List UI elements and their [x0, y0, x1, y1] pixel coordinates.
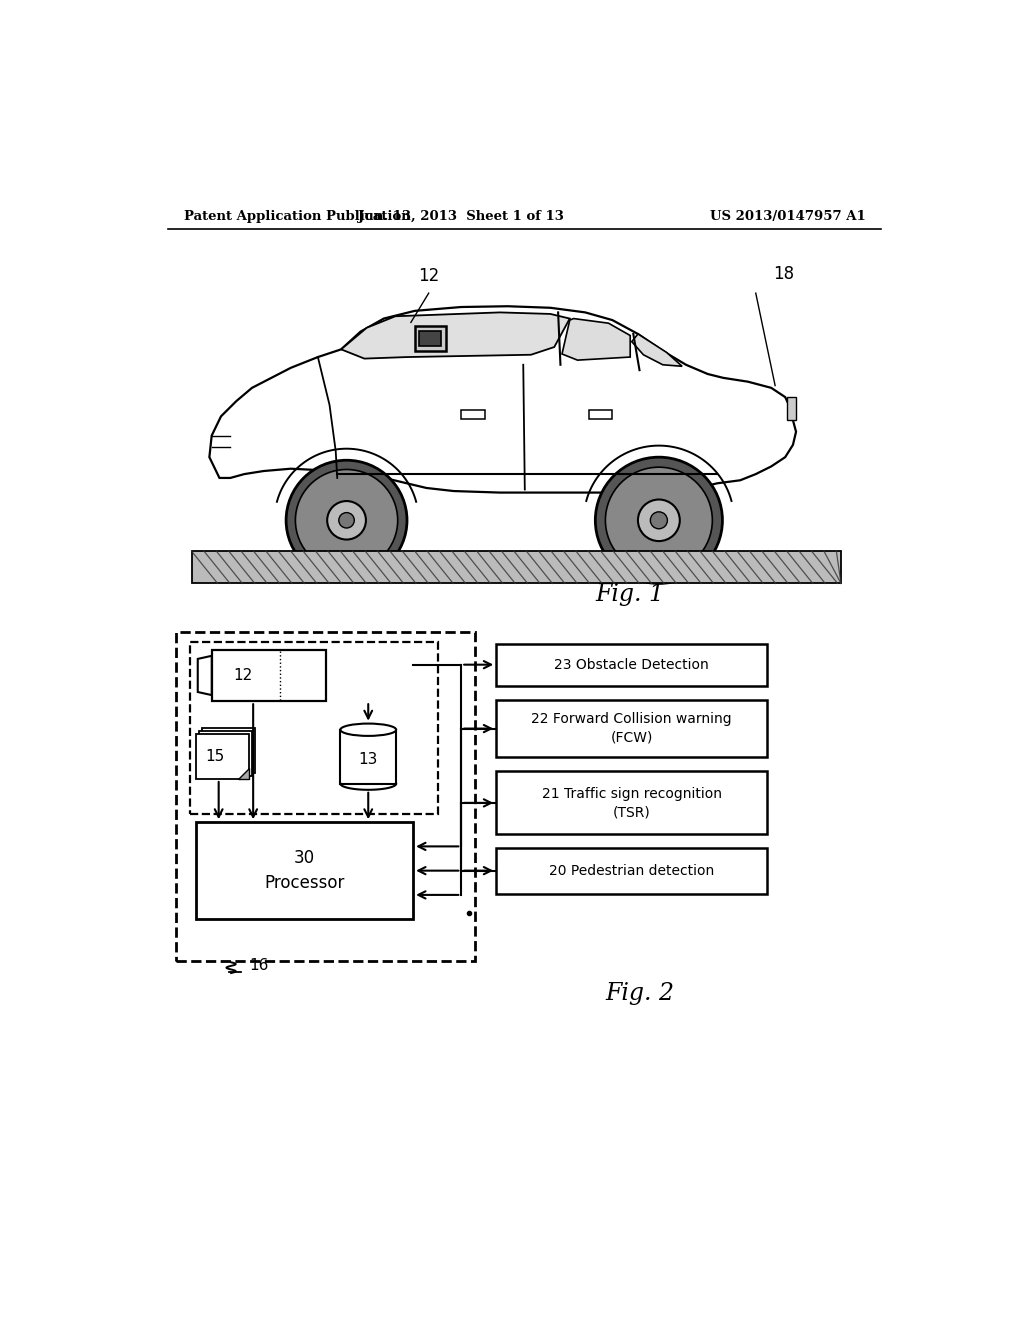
Text: 30
Processor: 30 Processor	[264, 849, 345, 892]
Text: US 2013/0147957 A1: US 2013/0147957 A1	[710, 210, 866, 223]
Bar	[496, 847, 767, 894]
Text: 15: 15	[206, 750, 224, 764]
Circle shape	[295, 470, 397, 572]
Text: 22 Forward Collision warning
(FCW): 22 Forward Collision warning (FCW)	[531, 713, 732, 744]
Bar	[203, 729, 255, 774]
Polygon shape	[341, 313, 569, 359]
Circle shape	[650, 512, 668, 529]
Bar	[420, 331, 441, 346]
Polygon shape	[198, 656, 212, 696]
Text: 23 Obstacle Detection: 23 Obstacle Detection	[554, 657, 710, 672]
Circle shape	[638, 499, 680, 541]
Bar	[191, 552, 841, 583]
Bar	[197, 822, 414, 919]
Bar	[212, 649, 326, 701]
Ellipse shape	[340, 723, 396, 737]
Text: Jun. 13, 2013  Sheet 1 of 13: Jun. 13, 2013 Sheet 1 of 13	[358, 210, 564, 223]
Text: 20 Pedestrian detection: 20 Pedestrian detection	[549, 863, 715, 878]
Bar	[786, 397, 796, 420]
Bar	[496, 644, 767, 686]
Bar	[190, 642, 438, 814]
Circle shape	[595, 457, 722, 583]
Text: Patent Application Publication: Patent Application Publication	[183, 210, 411, 223]
Text: Fig. 2: Fig. 2	[605, 982, 674, 1006]
Bar	[496, 771, 767, 834]
Bar	[496, 700, 767, 758]
Circle shape	[286, 461, 407, 581]
Text: 18: 18	[773, 265, 794, 284]
Polygon shape	[562, 318, 630, 360]
Circle shape	[328, 502, 366, 540]
Text: 12: 12	[418, 268, 439, 285]
Bar	[200, 731, 252, 776]
Bar	[589, 411, 612, 418]
Bar	[461, 411, 484, 418]
Text: 13: 13	[358, 752, 378, 767]
Circle shape	[605, 467, 713, 573]
Bar	[415, 326, 445, 351]
Bar	[340, 730, 396, 784]
Circle shape	[339, 512, 354, 528]
Polygon shape	[632, 334, 682, 367]
Text: 12: 12	[233, 668, 253, 682]
Text: 16: 16	[249, 958, 268, 973]
Bar	[176, 632, 475, 961]
Polygon shape	[238, 768, 249, 779]
Text: Fig. 1: Fig. 1	[596, 583, 665, 606]
Bar	[197, 734, 249, 779]
Text: 21 Traffic sign recognition
(TSR): 21 Traffic sign recognition (TSR)	[542, 787, 722, 820]
